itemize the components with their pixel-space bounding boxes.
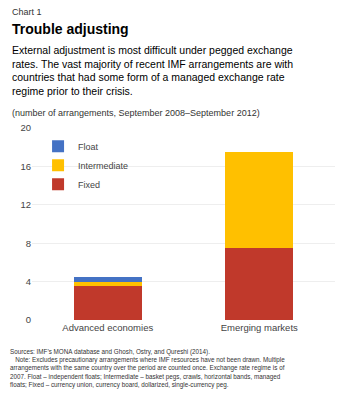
svg-text:Fixed: Fixed — [78, 180, 100, 190]
svg-text:4: 4 — [26, 276, 31, 287]
svg-text:Trouble adjusting: Trouble adjusting — [12, 21, 129, 37]
svg-text:8: 8 — [26, 238, 31, 249]
svg-text:20: 20 — [20, 122, 31, 133]
svg-text:Float: Float — [78, 142, 99, 152]
svg-text:External adjustment is most di: External adjustment is most difficult un… — [12, 44, 293, 97]
svg-text:Chart 1: Chart 1 — [12, 7, 42, 17]
svg-text:Sources: IMF’s MONA database a: Sources: IMF’s MONA database and Ghosh, … — [10, 348, 285, 389]
svg-text:Intermediate: Intermediate — [78, 161, 128, 171]
svg-text:Advanced economies: Advanced economies — [62, 322, 153, 333]
svg-text:Emerging markets: Emerging markets — [221, 322, 298, 333]
svg-text:12: 12 — [20, 199, 31, 210]
svg-text:0: 0 — [26, 314, 31, 325]
svg-text:16: 16 — [20, 161, 31, 172]
svg-text:(number of arrangements, Septe: (number of arrangements, September 2008–… — [12, 108, 260, 118]
